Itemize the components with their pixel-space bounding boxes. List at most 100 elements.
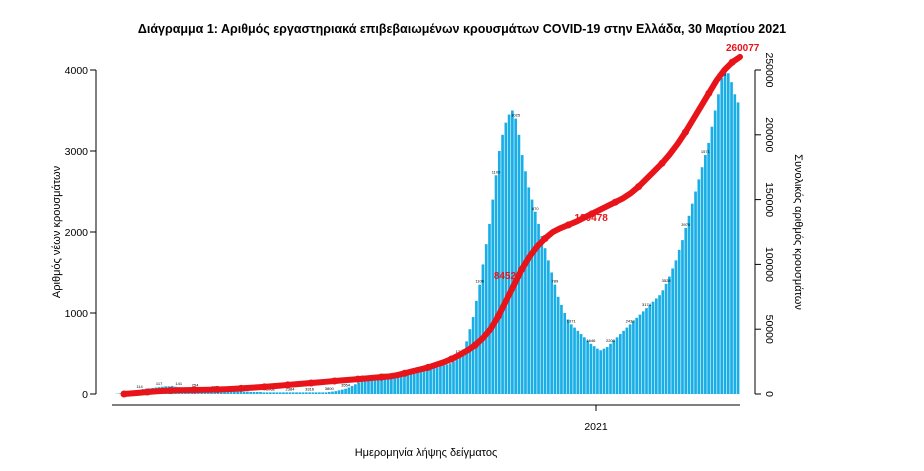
bar-data-label: 3174 [642, 302, 652, 307]
daily-cases-bar [730, 82, 733, 395]
daily-cases-bar [615, 337, 619, 394]
bar-data-label: 3528 [662, 278, 672, 283]
daily-cases-bar [308, 392, 311, 394]
daily-cases-bar [547, 260, 550, 394]
daily-cases-bar [707, 142, 710, 394]
cumulative-point [237, 384, 245, 392]
daily-cases-bar [625, 327, 629, 394]
daily-cases-bar [720, 78, 724, 394]
daily-cases-bar [448, 363, 452, 394]
daily-cases-bar [596, 348, 599, 394]
daily-cases-bar [704, 155, 707, 394]
bar-data-label: 1109 [492, 169, 501, 174]
daily-cases-bar [229, 391, 233, 394]
daily-cases-bar [458, 355, 462, 394]
daily-cases-bar [314, 392, 318, 394]
left-tick-label: 3000 [65, 146, 89, 158]
daily-cases-bar [681, 240, 684, 394]
cumulative-point [284, 381, 292, 389]
cumulative-point [167, 387, 175, 394]
daily-cases-bar [635, 317, 639, 394]
daily-cases-bar [285, 392, 289, 394]
chart-title: Διάγραμμα 1: Αριθμός εργαστηριακά επιβεβ… [137, 22, 787, 36]
bar-data-label: 2432 [626, 318, 636, 323]
cumulative-point [120, 390, 128, 398]
cumulative-annotation: 84526 [494, 271, 522, 282]
daily-cases-bar [527, 187, 531, 394]
daily-cases-bar [445, 364, 449, 394]
daily-cases-bar [275, 392, 279, 394]
cumulative-point [588, 210, 596, 218]
cumulative-point [494, 312, 502, 320]
daily-cases-bar [468, 329, 472, 394]
daily-cases-bar [589, 343, 593, 394]
cumulative-annotation: 260077 [726, 43, 760, 54]
daily-cases-bar [612, 340, 616, 394]
daily-cases-bar [412, 373, 416, 394]
daily-cases-bar [442, 365, 446, 394]
daily-cases-bar [426, 369, 429, 394]
daily-cases-bar [566, 319, 570, 394]
cumulative-point [377, 373, 385, 381]
daily-cases-bar [700, 167, 704, 394]
daily-cases-bar [674, 260, 678, 394]
daily-cases-bar [262, 392, 266, 394]
daily-cases-bar [618, 334, 622, 394]
daily-cases-bar [278, 392, 282, 394]
daily-cases-bar [452, 361, 455, 394]
daily-cases-bar [684, 227, 688, 394]
right-axis-ticks: 0 50000 100000 150000 200000 250000 [755, 52, 775, 397]
daily-cases-bar [340, 389, 344, 394]
daily-cases-bar [583, 337, 586, 394]
daily-cases-bar [455, 359, 459, 394]
right-y-axis-label: Συνολικός αριθμός κρουσμάτων [792, 154, 804, 310]
daily-cases-bar [586, 340, 589, 394]
daily-cases-bar [435, 367, 439, 394]
daily-cases-bar [638, 314, 642, 394]
right-tick-label: 200000 [763, 117, 775, 152]
cumulative-point [331, 377, 339, 385]
cumulative-point [564, 221, 572, 229]
daily-cases-bar [622, 330, 625, 394]
daily-cases-bar [677, 249, 681, 394]
bar-data-label: 141 [175, 381, 182, 386]
daily-cases-bar [324, 392, 328, 394]
daily-cases-bar [226, 390, 230, 394]
daily-cases-bar [563, 313, 567, 394]
daily-cases-bar [409, 374, 413, 394]
daily-cases-bar [540, 236, 544, 394]
daily-cases-bar [291, 392, 295, 394]
cumulative-line-layer [120, 53, 743, 398]
daily-cases-bar [255, 391, 259, 394]
daily-cases-bar [239, 391, 243, 394]
daily-cases-bar [687, 215, 691, 394]
daily-cases-bar [668, 276, 671, 394]
cumulative-point [354, 375, 362, 383]
daily-cases-bar [694, 191, 697, 394]
bar-data-label: 2200 [606, 338, 616, 343]
daily-cases-bar [432, 368, 436, 394]
daily-cases-bar [399, 376, 403, 394]
cumulative-point [424, 363, 432, 371]
daily-cases-bar [628, 324, 632, 394]
daily-cases-bar [416, 372, 419, 394]
cumulative-point [143, 388, 151, 396]
daily-cases-bar [311, 392, 315, 394]
daily-cases-bar [429, 368, 432, 394]
daily-cases-bar [733, 94, 737, 395]
daily-cases-bar [576, 330, 580, 394]
bar-data-label: 3554 [341, 383, 351, 388]
daily-cases-bar [252, 391, 256, 394]
bar-data-label: 3316 [305, 386, 315, 391]
daily-cases-bar [344, 388, 347, 394]
daily-cases-bar [246, 391, 249, 394]
daily-cases-bar [347, 387, 351, 394]
bar-data-label: 3970 [681, 222, 691, 227]
daily-cases-bar [380, 377, 383, 394]
daily-cases-bar [524, 171, 527, 394]
cumulative-point [728, 58, 736, 66]
cumulative-point [541, 234, 549, 242]
x-axis-label: Ημερομηνία λήψης δείγματος [355, 447, 498, 459]
daily-cases-bar [390, 377, 393, 394]
